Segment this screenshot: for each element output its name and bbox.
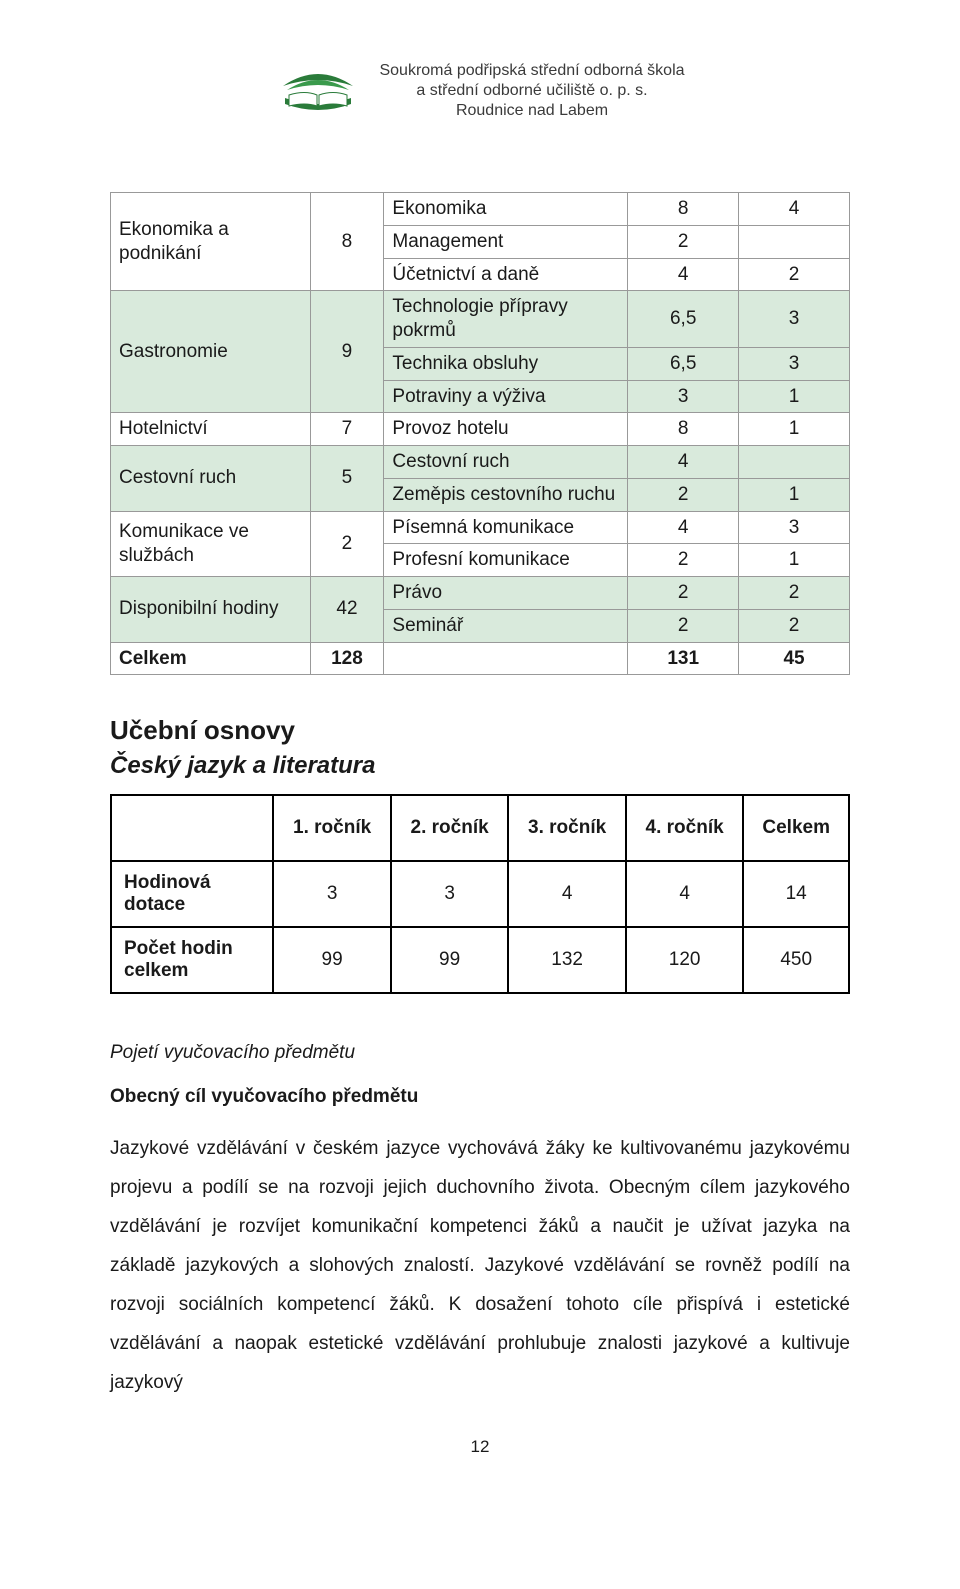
hours-value: 99 (273, 927, 391, 993)
hours-row-label: Hodinová dotace (111, 861, 273, 927)
group-number: 2 (310, 511, 384, 577)
hours-header: 4. ročník (626, 795, 744, 861)
italic-subheading: Pojetí vyučovacího předmětu (110, 1042, 850, 1064)
subject-cell (384, 642, 628, 675)
subject-cell: Management (384, 225, 628, 258)
hours-value: 14 (743, 861, 849, 927)
subject-cell: Písemná komunikace (384, 511, 628, 544)
value-a: 4 (628, 446, 739, 479)
group-label: Cestovní ruch (111, 446, 311, 512)
hours-value: 4 (626, 861, 744, 927)
value-b: 1 (739, 544, 850, 577)
value-b (739, 446, 850, 479)
group-label: Hotelnictví (111, 413, 311, 446)
section-heading: Učební osnovy (110, 715, 850, 746)
group-number: 42 (310, 577, 384, 643)
hours-value: 450 (743, 927, 849, 993)
hours-value: 132 (508, 927, 626, 993)
group-label: Celkem (111, 642, 311, 675)
subject-cell: Provoz hotelu (384, 413, 628, 446)
group-number: 5 (310, 446, 384, 512)
value-b: 3 (739, 291, 850, 348)
bold-subheading: Obecný cíl vyučovacího předmětu (110, 1086, 850, 1108)
hours-value: 3 (391, 861, 509, 927)
value-a: 2 (628, 577, 739, 610)
body-paragraph: Jazykové vzdělávání v českém jazyce vych… (110, 1130, 850, 1403)
hours-header (111, 795, 273, 861)
value-a: 4 (628, 258, 739, 291)
value-b: 3 (739, 347, 850, 380)
school-logo-icon (275, 60, 361, 122)
value-b: 2 (739, 258, 850, 291)
hours-header: 2. ročník (391, 795, 509, 861)
value-a: 8 (628, 193, 739, 226)
subject-heading: Český jazyk a literatura (110, 752, 850, 780)
group-label: Ekonomika a podnikání (111, 193, 311, 291)
value-b: 1 (739, 380, 850, 413)
school-name: Soukromá podřipská střední odborná škola… (379, 61, 684, 121)
subject-cell: Technika obsluhy (384, 347, 628, 380)
hours-value: 120 (626, 927, 744, 993)
value-b: 45 (739, 642, 850, 675)
value-b (739, 225, 850, 258)
value-b: 3 (739, 511, 850, 544)
value-a: 8 (628, 413, 739, 446)
value-a: 2 (628, 609, 739, 642)
group-label: Gastronomie (111, 291, 311, 413)
hours-value: 99 (391, 927, 509, 993)
group-number: 8 (310, 193, 384, 291)
group-number: 128 (310, 642, 384, 675)
subject-cell: Potraviny a výživa (384, 380, 628, 413)
group-number: 9 (310, 291, 384, 413)
subject-cell: Cestovní ruch (384, 446, 628, 479)
document-header: Soukromá podřipská střední odborná škola… (110, 60, 850, 122)
value-a: 4 (628, 511, 739, 544)
curriculum-table: Ekonomika a podnikání8Ekonomika84Managem… (110, 192, 850, 675)
group-number: 7 (310, 413, 384, 446)
subject-cell: Technologie přípravy pokrmů (384, 291, 628, 348)
header-line2: a střední odborné učiliště o. p. s. (379, 81, 684, 101)
value-b: 4 (739, 193, 850, 226)
group-label: Komunikace ve službách (111, 511, 311, 577)
value-b: 1 (739, 413, 850, 446)
hours-row-label: Počet hodin celkem (111, 927, 273, 993)
value-a: 131 (628, 642, 739, 675)
page-number: 12 (110, 1437, 850, 1457)
subject-cell: Právo (384, 577, 628, 610)
hours-table: 1. ročník2. ročník3. ročník4. ročníkCelk… (110, 794, 850, 994)
hours-value: 3 (273, 861, 391, 927)
hours-header: Celkem (743, 795, 849, 861)
subject-cell: Účetnictví a daně (384, 258, 628, 291)
hours-header: 3. ročník (508, 795, 626, 861)
value-a: 6,5 (628, 347, 739, 380)
hours-header: 1. ročník (273, 795, 391, 861)
value-a: 3 (628, 380, 739, 413)
value-b: 2 (739, 609, 850, 642)
value-a: 2 (628, 544, 739, 577)
value-a: 2 (628, 478, 739, 511)
value-a: 2 (628, 225, 739, 258)
subject-cell: Zeměpis cestovního ruchu (384, 478, 628, 511)
group-label: Disponibilní hodiny (111, 577, 311, 643)
hours-value: 4 (508, 861, 626, 927)
subject-cell: Seminář (384, 609, 628, 642)
value-b: 2 (739, 577, 850, 610)
header-line1: Soukromá podřipská střední odborná škola (379, 61, 684, 81)
subject-cell: Ekonomika (384, 193, 628, 226)
header-line3: Roudnice nad Labem (379, 101, 684, 121)
subject-cell: Profesní komunikace (384, 544, 628, 577)
value-a: 6,5 (628, 291, 739, 348)
value-b: 1 (739, 478, 850, 511)
